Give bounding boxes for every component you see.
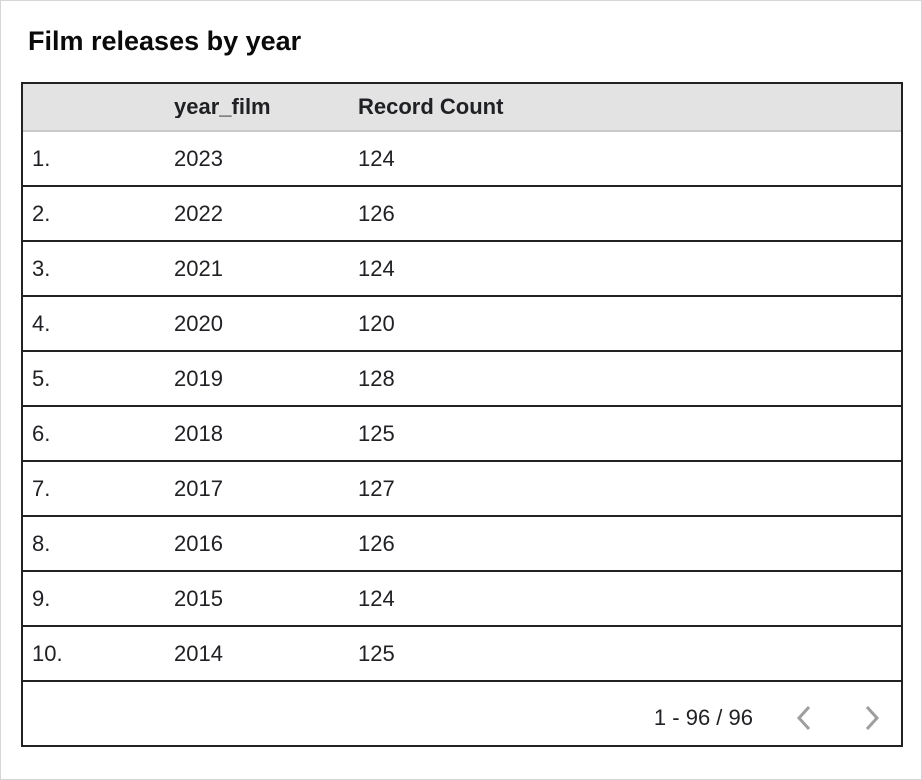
table-row: 9. 2015 124 [23, 570, 901, 625]
record-count-cell: 124 [358, 147, 395, 170]
year-film-cell: 2019 [174, 367, 223, 390]
year-film-cell: 2023 [174, 147, 223, 170]
year-film-cell: 2014 [174, 642, 223, 665]
row-index-cell: 1. [32, 147, 51, 170]
row-index-cell: 3. [32, 257, 51, 280]
pagination-range-label: 1 - 96 / 96 [653, 704, 753, 730]
year-film-cell: 2018 [174, 422, 223, 445]
row-index-cell: 4. [32, 312, 51, 335]
chart-title: Film releases by year [28, 26, 302, 56]
pagination-next-button[interactable] [859, 703, 885, 733]
record-count-cell: 125 [358, 422, 395, 445]
year-film-cell: 2020 [174, 312, 223, 335]
table-row: 2. 2022 126 [23, 185, 901, 240]
chevron-right-icon [865, 705, 880, 730]
chevron-left-icon [796, 705, 811, 730]
table-row: 6. 2018 125 [23, 405, 901, 460]
row-index-cell: 6. [32, 422, 51, 445]
record-count-cell: 128 [358, 367, 395, 390]
table-row: 10. 2014 125 [23, 625, 901, 680]
year-film-cell: 2017 [174, 477, 223, 500]
table-row: 5. 2019 128 [23, 350, 901, 405]
record-count-cell: 127 [358, 477, 395, 500]
table-footer: 1 - 96 / 96 [23, 680, 901, 745]
year-film-cell: 2015 [174, 587, 223, 610]
table-row: 7. 2017 127 [23, 460, 901, 515]
row-index-cell: 2. [32, 202, 51, 225]
row-index-cell: 7. [32, 477, 51, 500]
table-row: 1. 2023 124 [23, 132, 901, 185]
row-index-cell: 5. [32, 367, 51, 390]
row-index-cell: 8. [32, 532, 51, 555]
row-index-cell: 9. [32, 587, 51, 610]
data-table: year_film Record Count 1. 2023 124 2. 2022 12… [21, 82, 903, 747]
table-body: 1. 2023 124 2. 2022 126 3. 2021 124 4. 2020 120 5. 20… [23, 132, 901, 680]
column-header-record-count[interactable]: Record Count [358, 96, 504, 118]
table-row: 8. 2016 126 [23, 515, 901, 570]
year-film-cell: 2016 [174, 532, 223, 555]
column-header-year-film[interactable]: year_film [174, 96, 271, 118]
year-film-cell: 2021 [174, 257, 223, 280]
table-row: 4. 2020 120 [23, 295, 901, 350]
record-count-cell: 126 [358, 532, 395, 555]
table-row: 3. 2021 124 [23, 240, 901, 295]
pagination-prev-button[interactable] [791, 703, 817, 733]
year-film-cell: 2022 [174, 202, 223, 225]
record-count-cell: 120 [358, 312, 395, 335]
table-header-row: year_film Record Count [23, 84, 901, 132]
record-count-cell: 124 [358, 257, 395, 280]
record-count-cell: 126 [358, 202, 395, 225]
row-index-cell: 10. [32, 642, 63, 665]
record-count-cell: 125 [358, 642, 395, 665]
record-count-cell: 124 [358, 587, 395, 610]
